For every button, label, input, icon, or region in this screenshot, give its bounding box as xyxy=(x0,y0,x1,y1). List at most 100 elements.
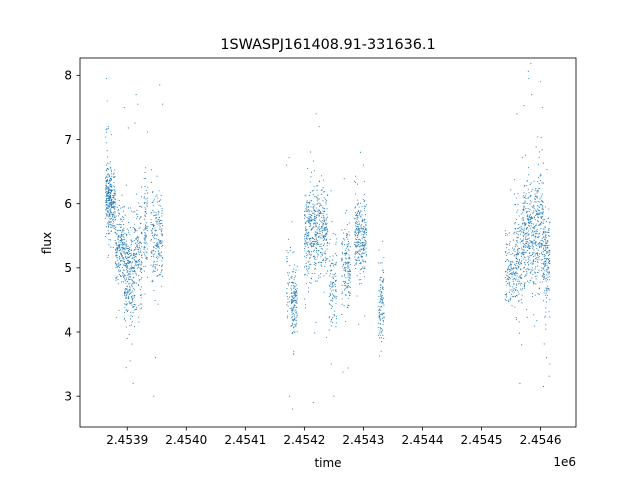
data-point xyxy=(296,295,298,297)
data-point xyxy=(334,295,336,297)
data-point xyxy=(305,257,308,259)
data-point xyxy=(510,253,512,255)
data-point xyxy=(538,245,540,247)
data-point xyxy=(308,211,310,213)
data-point xyxy=(546,231,548,233)
data-point xyxy=(112,216,114,218)
data-point xyxy=(536,192,538,194)
data-point xyxy=(531,188,533,191)
data-point xyxy=(293,285,295,287)
data-point xyxy=(546,251,548,253)
data-point xyxy=(544,257,546,259)
y-tick-label: 7 xyxy=(64,133,72,147)
data-point xyxy=(324,250,326,252)
data-point xyxy=(529,214,532,216)
data-point xyxy=(535,244,537,247)
data-point xyxy=(335,303,337,305)
data-point xyxy=(549,279,551,281)
data-point xyxy=(537,253,539,255)
data-point xyxy=(515,284,517,286)
data-point xyxy=(286,257,288,259)
data-point xyxy=(292,319,295,321)
data-point xyxy=(514,254,516,256)
data-point xyxy=(116,250,118,252)
data-point xyxy=(342,281,344,283)
data-point xyxy=(132,256,134,258)
data-point xyxy=(118,264,120,266)
data-point xyxy=(292,307,295,309)
data-point xyxy=(110,185,112,187)
data-point xyxy=(157,243,159,245)
data-point xyxy=(129,226,131,228)
data-point xyxy=(334,310,336,312)
data-point xyxy=(354,241,356,243)
data-point xyxy=(522,252,524,254)
data-point xyxy=(315,251,318,253)
data-point xyxy=(107,206,109,208)
data-point xyxy=(535,283,537,285)
data-point xyxy=(145,198,147,200)
data-point xyxy=(520,255,523,257)
data-point xyxy=(528,233,530,235)
data-point xyxy=(316,203,318,205)
data-point xyxy=(314,222,317,225)
data-point xyxy=(120,253,122,255)
data-point xyxy=(363,193,365,195)
data-point xyxy=(316,222,318,224)
data-point xyxy=(364,214,366,216)
data-point xyxy=(505,232,507,235)
data-point xyxy=(358,259,360,261)
data-point xyxy=(310,217,312,219)
data-point xyxy=(287,298,289,300)
data-point xyxy=(110,134,112,136)
data-point xyxy=(110,192,112,195)
data-point xyxy=(120,233,122,235)
data-point xyxy=(546,285,548,287)
data-point xyxy=(137,216,139,218)
data-point xyxy=(382,319,385,322)
data-point xyxy=(295,291,297,293)
data-point xyxy=(341,243,344,245)
data-point xyxy=(158,221,160,223)
data-point xyxy=(161,228,163,230)
data-point xyxy=(118,250,120,252)
data-point xyxy=(115,256,118,258)
data-point xyxy=(123,224,125,226)
data-point xyxy=(349,264,351,266)
data-point xyxy=(348,304,350,307)
data-point xyxy=(528,257,530,259)
data-point xyxy=(292,282,295,284)
data-point xyxy=(145,167,147,169)
data-point xyxy=(525,193,527,195)
data-point xyxy=(355,181,357,184)
data-point xyxy=(121,194,123,196)
data-point xyxy=(331,284,333,286)
data-point xyxy=(296,322,298,324)
data-point xyxy=(343,232,345,234)
data-point xyxy=(347,307,349,309)
data-point xyxy=(525,244,527,246)
data-point xyxy=(111,186,113,188)
data-point xyxy=(324,253,326,255)
data-point xyxy=(517,203,519,205)
data-point xyxy=(537,200,539,202)
data-point xyxy=(529,203,531,205)
data-point xyxy=(382,334,384,337)
data-point xyxy=(121,281,123,283)
data-point xyxy=(360,225,362,227)
data-point xyxy=(542,211,544,213)
data-point xyxy=(108,188,111,190)
data-point xyxy=(306,216,308,219)
data-point xyxy=(316,256,318,258)
data-point xyxy=(161,264,164,266)
data-point xyxy=(155,264,157,266)
data-point xyxy=(312,244,314,246)
data-point xyxy=(527,222,530,224)
data-point xyxy=(549,250,551,252)
data-point xyxy=(325,224,327,226)
data-point xyxy=(115,203,117,205)
data-point xyxy=(329,256,331,258)
data-point xyxy=(325,272,327,274)
data-point xyxy=(115,261,117,263)
data-point xyxy=(544,250,546,252)
